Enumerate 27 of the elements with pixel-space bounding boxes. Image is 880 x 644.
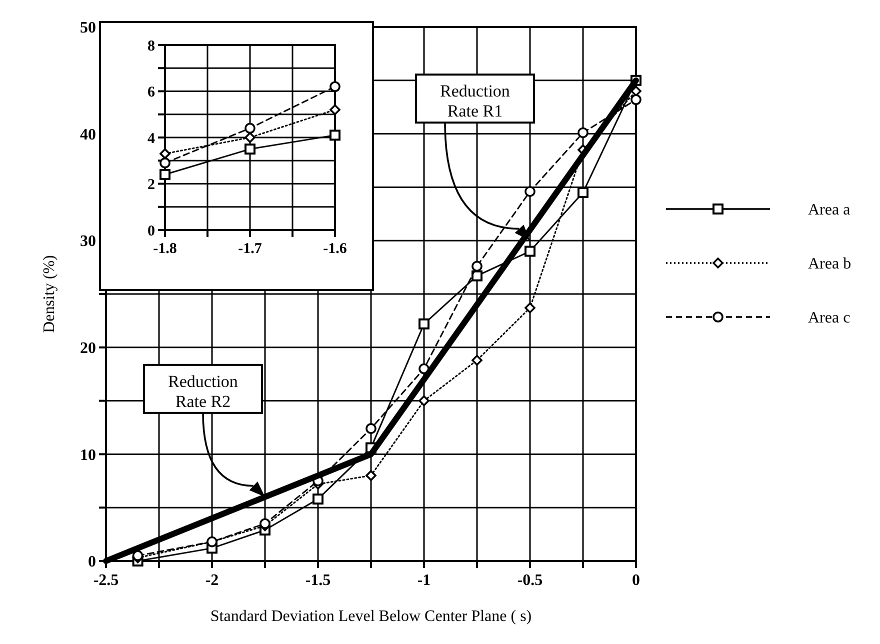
text: Area a xyxy=(808,202,850,219)
text: Area b xyxy=(808,256,852,273)
text: Area c xyxy=(808,310,850,327)
y-tick-label: 4 xyxy=(148,130,156,147)
x-tick-label: -1.7 xyxy=(238,241,262,257)
x-tick-label: -0.5 xyxy=(517,572,543,589)
x-tick-label: -2 xyxy=(205,572,219,589)
y-tick-label: 0 xyxy=(88,554,96,571)
y-tick-label: 2 xyxy=(148,177,155,193)
x-axis-title: Standard Deviation Level Below Center Plane ( s) xyxy=(210,608,532,625)
y-tick-label: 50 xyxy=(80,20,96,37)
x-tick-label: -1 xyxy=(417,572,431,589)
annotation: Reduction Rate R2 xyxy=(168,372,238,411)
y-tick-label: 40 xyxy=(80,126,96,144)
y-tick-label: 8 xyxy=(148,38,155,54)
y-tick-label: 30 xyxy=(80,233,96,250)
x-tick-label: -1.5 xyxy=(305,572,331,589)
x-tick-label: 0 xyxy=(632,572,640,589)
y-tick-label: 10 xyxy=(80,446,96,464)
y-tick-label: 20 xyxy=(80,340,96,357)
x-tick-label: -1.8 xyxy=(153,241,177,257)
x-tick-label: -1.6 xyxy=(323,241,348,257)
y-tick-label: 0 xyxy=(148,223,155,240)
annotation: Reduction Rate R1 xyxy=(440,82,510,121)
y-axis-title: Density (%) xyxy=(41,255,58,333)
y-tick-label: 6 xyxy=(148,84,156,100)
x-tick-label: -2.5 xyxy=(93,572,119,589)
